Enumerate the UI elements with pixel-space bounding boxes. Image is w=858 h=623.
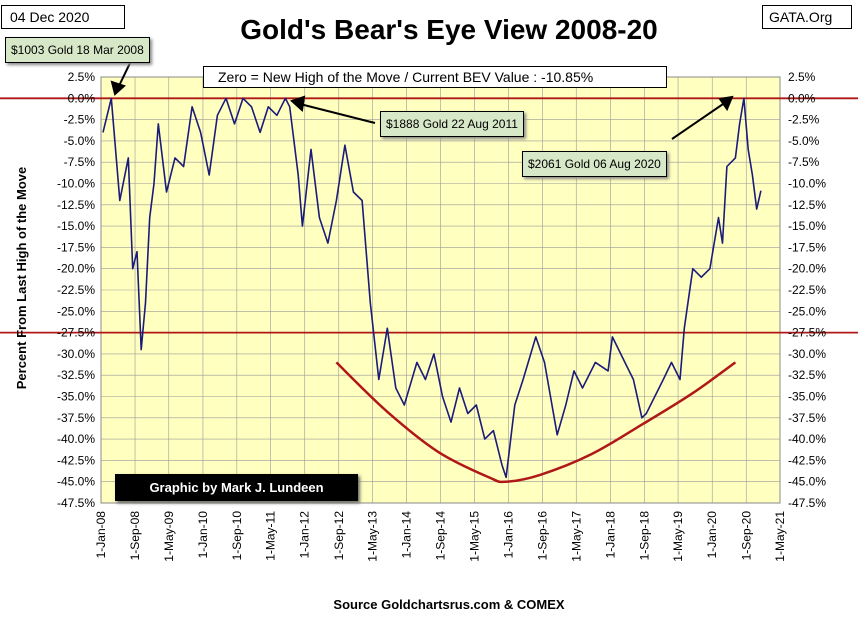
y-tick-label-left: -15.0% xyxy=(57,219,95,233)
trend-curve xyxy=(335,361,737,484)
callout-arrows xyxy=(110,60,734,140)
x-tick-label: 1-May-19 xyxy=(671,511,685,562)
y-tick-label-right: -7.5% xyxy=(788,155,820,169)
source-note: Source Goldchartsrus.com & COMEX xyxy=(333,597,564,612)
y-tick-label-left: -5.0% xyxy=(64,134,96,148)
y-tick-label-right: -10.0% xyxy=(788,177,826,191)
y-tick-label-left: -17.5% xyxy=(57,240,95,254)
callout-2020-high: $2061 Gold 06 Aug 2020 xyxy=(522,151,667,177)
arrowhead-2008 xyxy=(110,80,126,96)
x-tick-label: 1-May-11 xyxy=(264,511,278,561)
y-tick-label-right: -12.5% xyxy=(788,198,826,212)
x-tick-label: 1-Jan-14 xyxy=(400,511,414,559)
callout-2008-high: $1003 Gold 18 Mar 2008 xyxy=(5,37,150,63)
y-tick-label-left: -25.0% xyxy=(57,304,95,318)
y-tick-label-right: -40.0% xyxy=(788,432,826,446)
x-axis: 1-Jan-08 1-Sep-08 1-May-09 1-Jan-10 1-Sep-10… xyxy=(94,511,787,562)
y-tick-label-right: 2.5% xyxy=(788,70,816,84)
x-tick-label: 1-Jan-16 xyxy=(501,511,515,559)
chart-title: Gold's Bear's Eye View 2008-20 xyxy=(240,14,657,45)
arrow-2008 xyxy=(117,60,132,89)
x-tick-label: 1-Sep-18 xyxy=(637,511,651,561)
y-axis-title: Percent From Last High of the Move xyxy=(14,167,29,389)
y-tick-label-right: 0.0% xyxy=(788,91,816,105)
y-tick-label-right: -5.0% xyxy=(788,134,820,148)
x-tick-label: 1-May-09 xyxy=(162,511,176,562)
y-tick-label-right: -15.0% xyxy=(788,219,826,233)
zero-note-box: Zero = New High of the Move / Current BE… xyxy=(203,66,667,88)
x-tick-label: 1-Jan-12 xyxy=(298,511,312,559)
y-tick-label-right: -47.5% xyxy=(788,496,826,510)
x-tick-label: 1-May-21 xyxy=(773,511,787,562)
x-tick-label: 1-Sep-08 xyxy=(128,511,142,561)
y-tick-label-left: -2.5% xyxy=(64,113,96,127)
y-tick-label-right: -20.0% xyxy=(788,262,826,276)
y-tick-label-left: -7.5% xyxy=(64,155,96,169)
y-tick-label-right: -17.5% xyxy=(788,240,826,254)
brand-box: GATA.Org xyxy=(762,5,852,29)
y-tick-label-left: -40.0% xyxy=(57,432,95,446)
y-tick-label-left: -12.5% xyxy=(57,198,95,212)
y-tick-label-right: -30.0% xyxy=(788,347,826,361)
y-tick-label-right: -45.0% xyxy=(788,475,826,489)
gold-bev-series-line xyxy=(102,97,762,479)
arrowhead-2020 xyxy=(718,95,734,112)
y-tick-label-left: -37.5% xyxy=(57,411,95,425)
y-tick-label-left: -30.0% xyxy=(57,347,95,361)
x-tick-label: 1-Sep-20 xyxy=(739,511,753,561)
x-tick-label: 1-Jan-10 xyxy=(196,511,210,559)
y-tick-label-left: -32.5% xyxy=(57,368,95,382)
y-tick-label-right: -27.5% xyxy=(788,326,826,340)
callout-2011-high: $1888 Gold 22 Aug 2011 xyxy=(380,111,524,137)
y-tick-label-left: 0.0% xyxy=(68,91,96,105)
y-tick-label-left: -10.0% xyxy=(57,177,95,191)
arrow-2020 xyxy=(671,101,727,140)
x-tick-label: 1-Sep-10 xyxy=(230,511,244,561)
y-axis-left: 2.5% 0.0% -2.5% -5.0% -7.5% -10.0% -12.5% -15.0… xyxy=(57,70,95,510)
y-tick-label-right: -32.5% xyxy=(788,368,826,382)
y-tick-label-right: -25.0% xyxy=(788,304,826,318)
x-tick-label: 1-Jan-08 xyxy=(94,511,108,559)
y-tick-label-left: -27.5% xyxy=(57,326,95,340)
x-tick-label: 1-Jan-18 xyxy=(603,511,617,559)
arrowhead-2011 xyxy=(290,95,306,112)
y-tick-label-left: -35.0% xyxy=(57,390,95,404)
y-tick-label-left: 2.5% xyxy=(68,70,96,84)
date-box: 04 Dec 2020 xyxy=(1,5,125,29)
y-tick-label-left: -47.5% xyxy=(57,496,95,510)
y-tick-label-left: -22.5% xyxy=(57,283,95,297)
y-tick-label-right: -2.5% xyxy=(788,113,820,127)
y-tick-label-right: -42.5% xyxy=(788,453,826,467)
x-tick-label: 1-May-17 xyxy=(569,511,583,562)
y-tick-label-left: -42.5% xyxy=(57,453,95,467)
y-tick-label-right: -37.5% xyxy=(788,411,826,425)
x-tick-label: 1-Jan-20 xyxy=(705,511,719,559)
x-tick-label: 1-Sep-16 xyxy=(536,511,550,561)
x-tick-label: 1-May-15 xyxy=(467,511,481,562)
x-tick-label: 1-May-13 xyxy=(366,511,380,562)
credit-banner: Graphic by Mark J. Lundeen xyxy=(115,474,358,501)
x-tick-label: 1-Sep-14 xyxy=(434,511,448,561)
y-tick-label-left: -20.0% xyxy=(57,262,95,276)
y-tick-label-left: -45.0% xyxy=(57,475,95,489)
arrow-2011 xyxy=(299,103,376,124)
x-tick-label: 1-Sep-12 xyxy=(332,511,346,561)
y-axis-right: 2.5% 0.0% -2.5% -5.0% -7.5% -10.0% -12.5% -15.0… xyxy=(788,70,826,510)
y-tick-label-right: -35.0% xyxy=(788,390,826,404)
y-tick-label-right: -22.5% xyxy=(788,283,826,297)
